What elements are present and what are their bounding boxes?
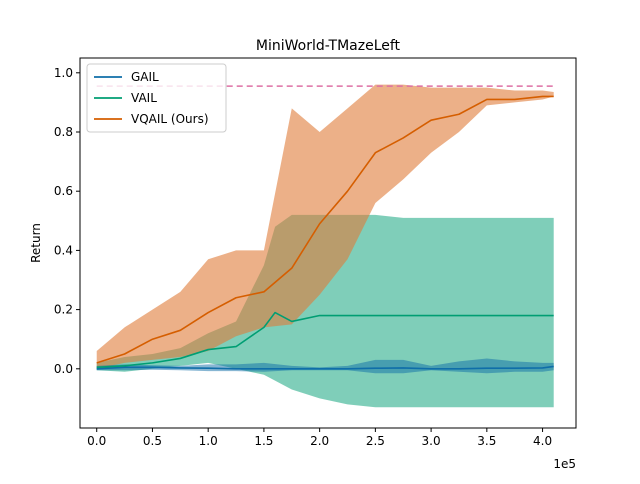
legend-box bbox=[86, 63, 227, 133]
y-tick-label: 0.8 bbox=[54, 125, 73, 139]
line-vail bbox=[96, 311, 554, 369]
legend-entry-label: VQAIL (Ours) bbox=[131, 112, 209, 126]
x-tick-label: 1.0 bbox=[199, 434, 218, 448]
legend-entry-label: VAIL bbox=[131, 91, 157, 105]
series-lines bbox=[96, 95, 554, 370]
x-tick-label: 3.0 bbox=[422, 434, 441, 448]
band-vqail-ours bbox=[96, 84, 554, 369]
x-tick-label: 1.5 bbox=[254, 434, 273, 448]
line-gail bbox=[96, 365, 554, 370]
x-axis-ticks: 0.0 0.5 1.0 1.5 2.0 2.5 3.0 3.5 4.0 bbox=[87, 428, 552, 448]
x-tick-label: 4.0 bbox=[533, 434, 552, 448]
chart-title: MiniWorld-TMazeLeft bbox=[256, 38, 401, 54]
y-tick-label: 0.0 bbox=[54, 362, 73, 376]
legend: GAIL VAIL VQAIL (Ours) bbox=[86, 63, 227, 133]
band-vail bbox=[96, 214, 554, 408]
axes-frame bbox=[79, 57, 577, 429]
y-axis-label: Return bbox=[29, 223, 43, 263]
x-tick-label: 2.0 bbox=[310, 434, 329, 448]
y-tick-label: 0.6 bbox=[54, 184, 73, 198]
legend-entry-label: GAIL bbox=[131, 70, 159, 84]
x-axis-offset-label: 1e5 bbox=[553, 457, 576, 471]
y-tick-label: 0.2 bbox=[54, 303, 73, 317]
y-axis-ticks: 0.0 0.2 0.4 0.6 0.8 1.0 bbox=[54, 66, 80, 376]
x-tick-label: 0.0 bbox=[87, 434, 106, 448]
y-tick-label: 0.4 bbox=[54, 243, 73, 257]
x-tick-label: 0.5 bbox=[143, 434, 162, 448]
y-tick-label: 1.0 bbox=[54, 66, 73, 80]
x-tick-label: 3.5 bbox=[477, 434, 496, 448]
x-tick-label: 2.5 bbox=[366, 434, 385, 448]
line-vqail-ours bbox=[96, 95, 554, 364]
